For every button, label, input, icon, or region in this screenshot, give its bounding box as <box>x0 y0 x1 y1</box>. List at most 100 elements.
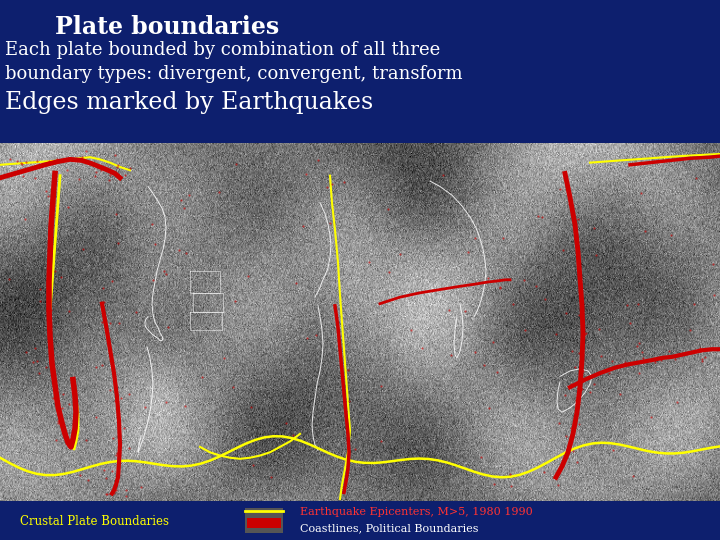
Point <box>180 401 192 410</box>
Text: Edges marked by Earthquakes: Edges marked by Earthquakes <box>5 91 373 114</box>
Point <box>321 183 333 191</box>
Point <box>45 306 57 314</box>
Point <box>100 489 112 498</box>
Point <box>228 383 239 391</box>
Point <box>301 170 312 179</box>
Point <box>42 192 53 200</box>
Point <box>672 398 683 407</box>
Point <box>603 369 615 377</box>
Point <box>624 319 636 327</box>
Point <box>588 380 600 388</box>
Point <box>158 267 170 275</box>
Point <box>297 221 308 230</box>
Point <box>310 330 322 339</box>
Point <box>123 443 135 452</box>
Point <box>636 189 647 198</box>
Point <box>557 246 568 254</box>
Point <box>416 344 428 353</box>
Point <box>110 486 122 495</box>
Point <box>266 472 277 481</box>
Point <box>561 308 572 317</box>
Point <box>688 300 700 308</box>
Point <box>140 402 151 411</box>
Point <box>631 358 642 367</box>
Point <box>325 218 336 227</box>
Point <box>590 251 602 259</box>
Point <box>174 246 185 254</box>
Point <box>495 283 506 292</box>
Point <box>571 458 582 467</box>
Point <box>110 210 122 219</box>
Point <box>574 348 585 357</box>
Point <box>550 330 562 339</box>
Point <box>577 377 589 386</box>
Point <box>539 468 550 476</box>
Point <box>112 160 124 169</box>
Point <box>606 357 618 366</box>
Point <box>554 184 566 193</box>
Point <box>684 326 696 335</box>
Point <box>491 368 503 376</box>
Point <box>654 356 666 364</box>
Point <box>669 355 680 363</box>
Point <box>287 431 299 440</box>
Point <box>63 203 74 212</box>
Point <box>118 424 130 433</box>
Point <box>349 445 361 454</box>
Point <box>342 366 354 375</box>
Point <box>161 397 172 406</box>
Point <box>498 233 509 242</box>
Point <box>280 418 292 427</box>
Point <box>104 171 116 180</box>
Point <box>479 361 490 369</box>
Point <box>571 396 582 404</box>
Point <box>595 352 607 360</box>
Point <box>664 347 675 356</box>
Point <box>242 272 253 281</box>
Point <box>593 324 604 333</box>
Bar <box>245 508 283 533</box>
Point <box>636 348 647 357</box>
Point <box>494 284 505 293</box>
Point <box>91 167 102 176</box>
Point <box>638 354 649 362</box>
Point <box>696 354 708 363</box>
Point <box>104 319 116 327</box>
Point <box>699 353 711 362</box>
Point <box>530 281 541 290</box>
Point <box>57 389 68 398</box>
Point <box>565 199 577 207</box>
Point <box>4 155 16 164</box>
Point <box>382 205 394 213</box>
Point <box>63 400 75 409</box>
Point <box>183 191 194 199</box>
Point <box>487 338 499 346</box>
Point <box>301 333 312 342</box>
Point <box>573 310 585 319</box>
Text: Each plate bounded by combination of all three: Each plate bounded by combination of all… <box>5 41 440 59</box>
Point <box>565 424 577 433</box>
Point <box>120 492 132 501</box>
Point <box>81 435 92 444</box>
Point <box>505 482 516 491</box>
Point <box>109 397 120 406</box>
Point <box>577 367 589 376</box>
Point <box>109 151 120 160</box>
Point <box>103 176 114 184</box>
Point <box>484 404 495 413</box>
Point <box>469 233 480 242</box>
Point <box>621 300 633 309</box>
Point <box>30 174 41 183</box>
Point <box>90 413 102 422</box>
Point <box>111 451 122 460</box>
Point <box>572 420 584 429</box>
Point <box>98 284 109 292</box>
Point <box>325 179 337 188</box>
Point <box>178 204 189 213</box>
Point <box>146 220 158 228</box>
Point <box>645 413 657 421</box>
Point <box>634 368 645 377</box>
Point <box>482 274 494 282</box>
Point <box>53 416 64 425</box>
Point <box>162 322 174 331</box>
